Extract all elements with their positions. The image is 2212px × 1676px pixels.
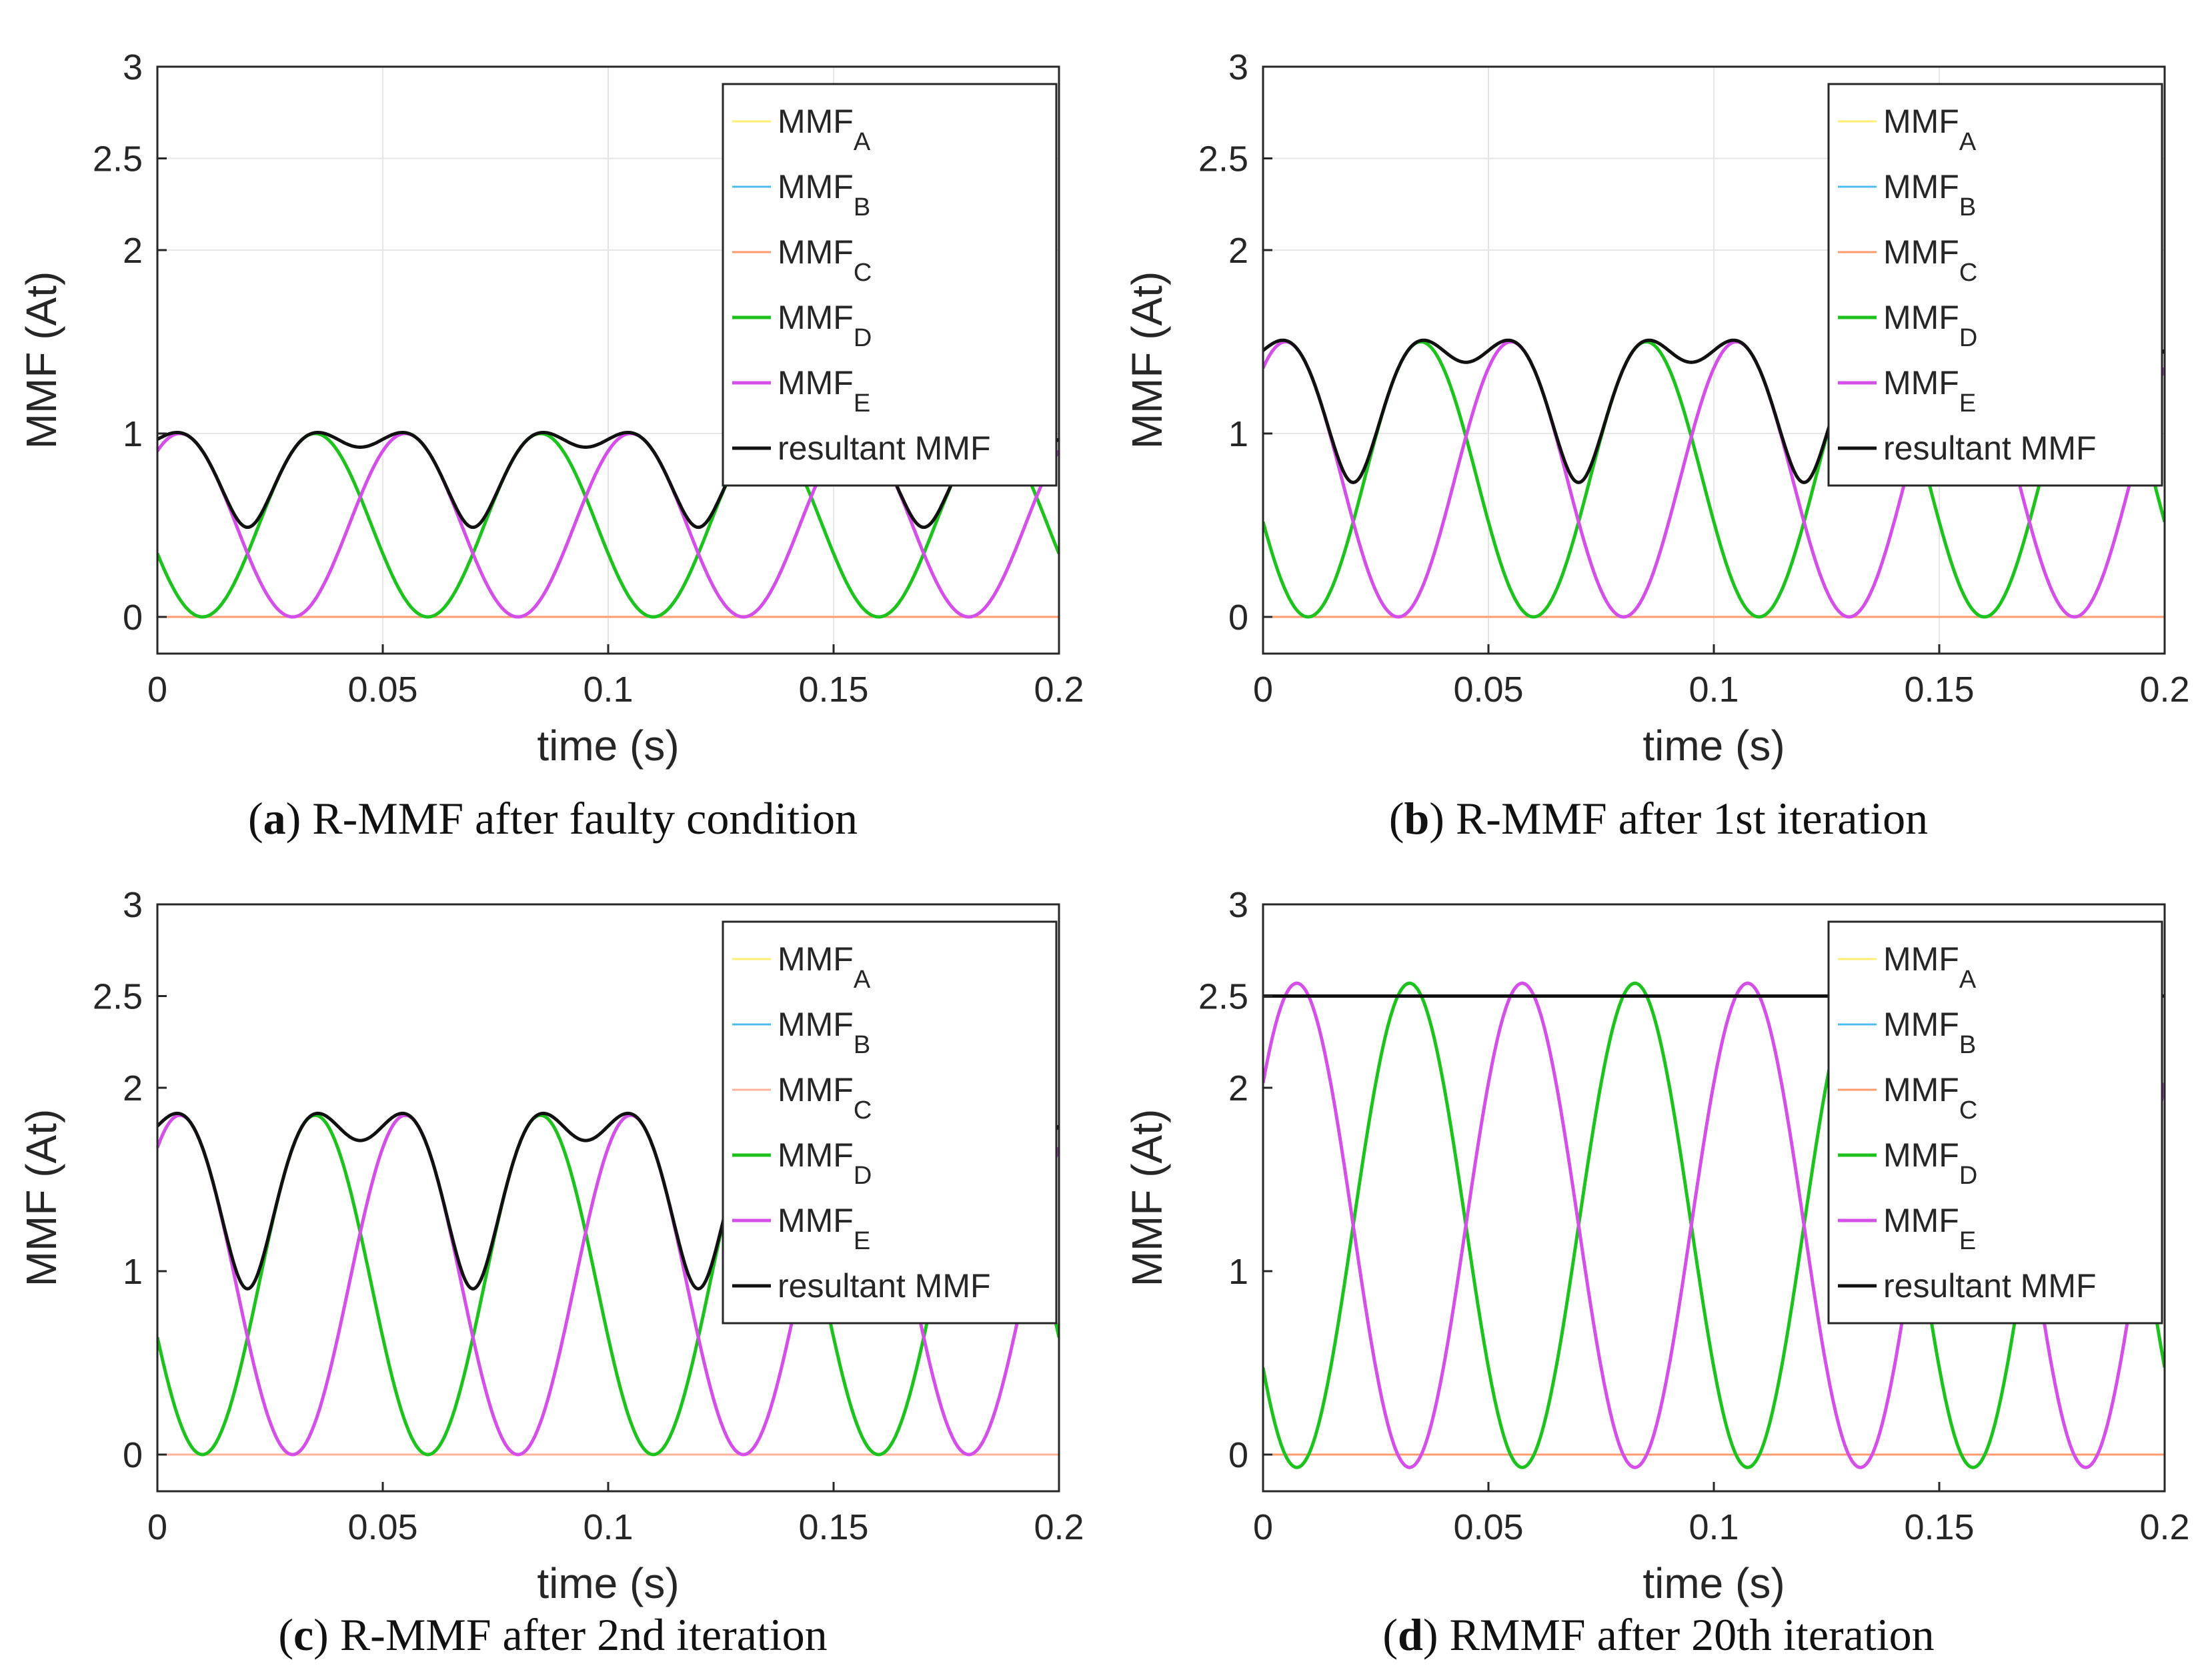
caption-c: (c) R-MMF after 2nd iteration <box>278 1609 828 1660</box>
x-tick-label: 0.15 <box>1904 1507 1974 1547</box>
y-tick-label: 2.5 <box>93 139 143 179</box>
y-tick-label: 2.5 <box>1198 977 1248 1017</box>
x-tick-label: 0.1 <box>583 670 633 710</box>
legend-subscript: A <box>1959 966 1977 994</box>
y-tick-label: 3 <box>123 47 143 87</box>
x-axis-label: time (s) <box>1642 1559 1785 1607</box>
y-tick-label: 3 <box>1228 885 1248 925</box>
y-tick-label: 2.5 <box>1198 139 1248 179</box>
chart-panel-b: 0 0.05 0.1 0.15 0.2 0 1 2 2.5 3 time (s) MMF (At) MM… <box>1123 47 2190 770</box>
x-tick-label: 0.2 <box>1034 1507 1084 1547</box>
legend-subscript: E <box>854 1227 870 1255</box>
x-axis-label: time (s) <box>537 1559 679 1607</box>
legend-subscript: D <box>854 324 872 352</box>
x-axis-label: time (s) <box>1642 722 1785 770</box>
x-tick-label: 0.05 <box>1453 670 1523 710</box>
x-axis-label: time (s) <box>537 722 679 770</box>
legend-subscript: B <box>854 1031 870 1059</box>
caption-letter: c <box>293 1609 314 1660</box>
legend-subscript: C <box>1959 1096 1977 1124</box>
caption-a: (a) R-MMF after faulty condition <box>247 793 858 844</box>
caption-text: R-MMF after faulty condition <box>301 793 858 844</box>
x-tick-label: 0 <box>147 670 167 710</box>
legend-subscript: E <box>1959 1227 1976 1255</box>
y-tick-label: 3 <box>1228 47 1248 87</box>
legend-box <box>722 920 1058 1325</box>
legend-subscript: E <box>1959 389 1976 417</box>
x-tick-label: 0 <box>147 1507 167 1547</box>
legend-subscript: B <box>1959 193 1976 221</box>
legend-label: resultant MMF <box>1883 1267 2097 1305</box>
legend-subscript: D <box>854 1162 872 1190</box>
x-tick-label: 0.05 <box>1453 1507 1523 1547</box>
chart-panel-d: 0 0.05 0.1 0.15 0.2 0 1 2 2.5 3 time (s) MMF (At) MM… <box>1123 885 2190 1607</box>
caption-text: RMMF after 20th iteration <box>1438 1609 1935 1660</box>
caption-d: (d) RMMF after 20th iteration <box>1382 1609 1935 1660</box>
y-tick-label: 2 <box>123 1068 143 1108</box>
x-tick-label: 0.05 <box>347 1507 417 1547</box>
legend-label: resultant MMF <box>778 430 991 467</box>
legend-subscript: C <box>1959 259 1977 287</box>
x-tick-label: 0.15 <box>798 670 868 710</box>
x-tick-label: 0.2 <box>2139 1507 2189 1547</box>
y-tick-label: 1 <box>1228 414 1248 454</box>
series-line-e <box>157 432 1059 619</box>
caption-text: R-MMF after 1st iteration <box>1444 793 1929 844</box>
legend-subscript: D <box>1959 324 1977 352</box>
y-tick-label: 2 <box>1228 1068 1248 1108</box>
x-tick-label: 0.15 <box>1904 670 1974 710</box>
legend-box <box>1827 83 2163 487</box>
legend-subscript: A <box>1959 128 1977 156</box>
y-tick-label: 1 <box>1228 1252 1248 1292</box>
y-tick-label: 3 <box>123 885 143 925</box>
legend-subscript: B <box>1959 1031 1976 1059</box>
y-tick-label: 0 <box>1228 598 1248 638</box>
legend-label: resultant MMF <box>1883 430 2097 467</box>
legend-subscript: A <box>854 128 871 156</box>
legend-box <box>722 83 1058 487</box>
x-tick-label: 0.1 <box>1689 670 1739 710</box>
x-tick-label: 0.1 <box>1689 1507 1739 1547</box>
y-tick-label: 1 <box>123 1252 143 1292</box>
chart-panel-a: 0 0.05 0.1 0.15 0.2 0 1 2 2.5 3 time (s) MMF (At) MM… <box>17 47 1084 770</box>
y-tick-label: 0 <box>1228 1435 1248 1475</box>
legend-subscript: A <box>854 966 871 994</box>
chart-panel-c: 0 0.05 0.1 0.15 0.2 0 1 2 2.5 3 time (s) MMF (At) MM… <box>17 885 1084 1607</box>
caption-letter: b <box>1404 793 1430 844</box>
x-tick-label: 0 <box>1253 1507 1273 1547</box>
legend-subscript: C <box>854 259 872 287</box>
x-tick-label: 0.2 <box>1034 670 1084 710</box>
legend-label: resultant MMF <box>778 1267 991 1305</box>
y-axis-label: MMF (At) <box>1123 271 1171 450</box>
y-tick-label: 2.5 <box>93 977 143 1017</box>
y-axis-label: MMF (At) <box>1123 1109 1171 1287</box>
y-axis-label: MMF (At) <box>17 271 65 450</box>
x-tick-label: 0 <box>1253 670 1273 710</box>
y-tick-label: 1 <box>123 414 143 454</box>
y-tick-label: 2 <box>1228 231 1248 271</box>
series-line-resultant <box>157 431 1059 530</box>
legend-subscript: C <box>854 1096 872 1124</box>
caption-b: (b) R-MMF after 1st iteration <box>1388 793 1929 844</box>
x-tick-label: 0.05 <box>347 670 417 710</box>
legend-subscript: B <box>854 193 870 221</box>
x-tick-label: 0.2 <box>2139 670 2189 710</box>
y-tick-label: 0 <box>123 598 143 638</box>
caption-text: R-MMF after 2nd iteration <box>328 1609 828 1660</box>
caption-letter: a <box>263 793 286 844</box>
legend-subscript: E <box>854 389 870 417</box>
legend-box <box>1827 920 2163 1325</box>
y-tick-label: 0 <box>123 1435 143 1475</box>
y-axis-label: MMF (At) <box>17 1109 65 1287</box>
x-tick-label: 0.1 <box>583 1507 633 1547</box>
legend-subscript: D <box>1959 1162 1977 1190</box>
caption-letter: d <box>1398 1609 1423 1660</box>
x-tick-label: 0.15 <box>798 1507 868 1547</box>
y-tick-label: 2 <box>123 231 143 271</box>
